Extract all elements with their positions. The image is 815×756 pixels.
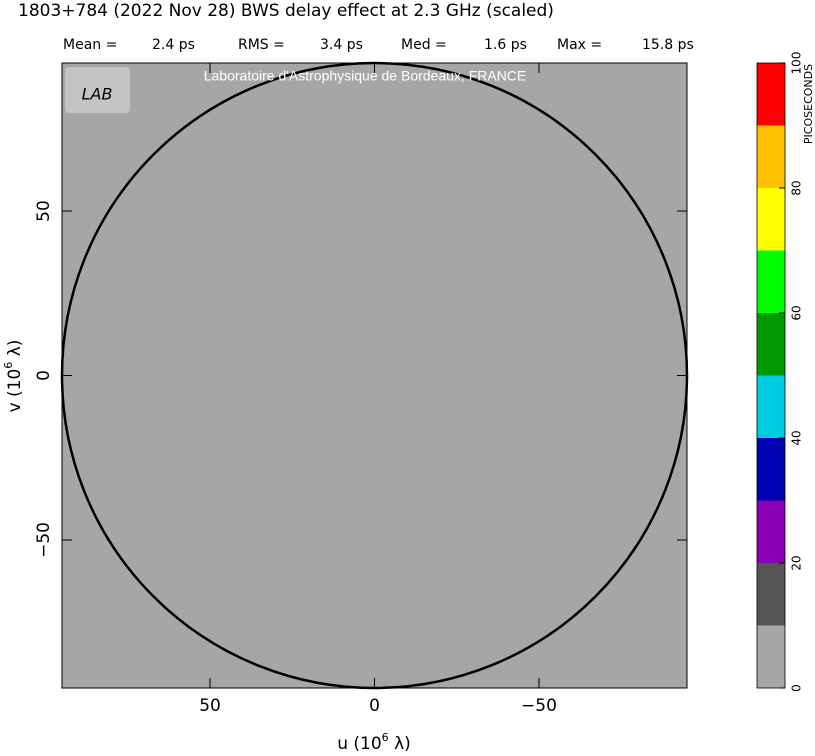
stat-label: Max = <box>557 37 602 53</box>
colorbar-tick-label: 40 <box>790 430 804 445</box>
x-tick-label: −50 <box>521 696 557 716</box>
stat-value: 1.6 ps <box>484 37 527 53</box>
y-axis-label-prefix: v (10 <box>5 369 25 413</box>
colorbar-band <box>757 375 785 438</box>
colorbar-band <box>757 625 785 688</box>
stat-label: RMS = <box>238 37 285 53</box>
colorbar-tick-label: 20 <box>790 555 804 570</box>
x-axis-label-prefix: u (10 <box>337 734 381 754</box>
colorbar-tick-label: 60 <box>790 305 804 320</box>
stat-label: Mean = <box>63 37 117 53</box>
stat-label: Med = <box>401 37 447 53</box>
colorbar-band <box>757 63 785 126</box>
colorbar-band <box>757 313 785 376</box>
logo <box>65 67 130 113</box>
x-axis-label: u (106 λ) <box>337 731 411 755</box>
plot-background <box>62 63 687 688</box>
colorbar-band <box>757 563 785 626</box>
chart-title: 1803+784 (2022 Nov 28) BWS delay effect … <box>18 1 554 21</box>
y-tick-label: 50 <box>34 200 54 222</box>
colorbar-frame <box>756 62 786 689</box>
y-axis-label: v (106 λ) <box>2 340 26 413</box>
colorbar-band <box>757 438 785 501</box>
x-tick-label: 50 <box>199 696 221 716</box>
colorbar-band <box>757 500 785 563</box>
x-axis-label-suffix: λ) <box>389 734 411 754</box>
y-axis-label-sup: 6 <box>2 362 15 369</box>
y-axis-label-suffix: λ) <box>5 340 25 362</box>
colorbar-label: PICOSECONDS <box>802 64 815 144</box>
colorbar-tick-label: 100 <box>790 52 804 75</box>
x-tick-label: 0 <box>369 696 380 716</box>
x-axis-label-sup: 6 <box>382 731 389 744</box>
colorbar-band <box>757 250 785 313</box>
stat-value: 3.4 ps <box>320 37 363 53</box>
colorbar-band <box>757 188 785 251</box>
colorbar-tick-label: 0 <box>790 684 804 692</box>
credit: Laboratoire d'Astrophysique de Bordeaux,… <box>204 68 527 84</box>
y-tick-label: −50 <box>34 522 54 558</box>
colorbar-tick-label: 80 <box>790 180 804 195</box>
stat-value: 15.8 ps <box>642 37 694 53</box>
colorbar-band <box>757 125 785 188</box>
stat-value: 2.4 ps <box>152 37 195 53</box>
y-tick-label: 0 <box>34 370 54 381</box>
logo-text: LAB <box>82 85 113 104</box>
